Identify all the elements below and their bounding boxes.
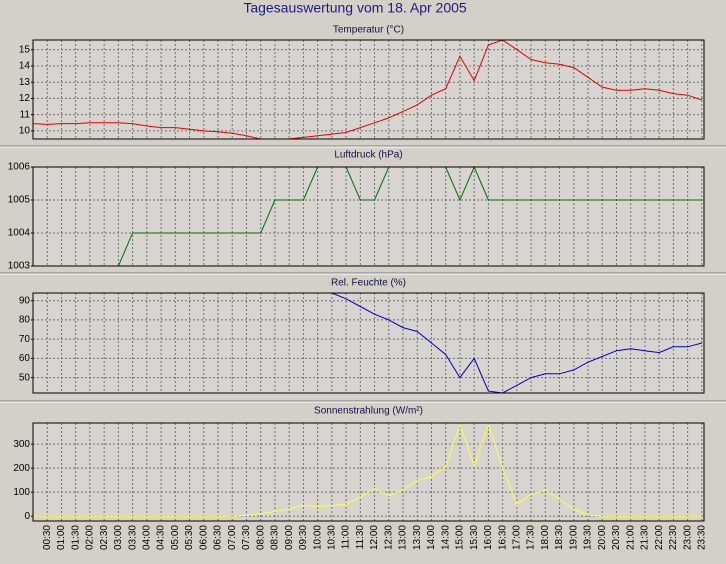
x-tick-label: 07:30: [241, 525, 252, 550]
x-tick-label: 12:00: [369, 525, 380, 550]
y-tick-label: 10: [19, 126, 31, 137]
x-tick-label: 09:00: [284, 525, 295, 550]
x-tick-label: 06:30: [213, 525, 224, 550]
y-tick-label: 80: [19, 315, 31, 326]
x-tick-label: 16:30: [497, 525, 508, 550]
x-tick-label: 03:30: [127, 525, 138, 550]
x-tick-label: 23:30: [697, 525, 708, 550]
y-tick-label: 1005: [8, 195, 31, 206]
x-tick-label: 04:00: [141, 525, 152, 550]
panel-title: Sonnenstrahlung (W/m²): [314, 406, 423, 417]
x-tick-label: 17:30: [526, 525, 537, 550]
x-tick-label: 20:30: [611, 525, 622, 550]
x-tick-label: 21:00: [625, 525, 636, 550]
x-tick-label: 19:00: [568, 525, 579, 550]
x-tick-label: 13:30: [412, 525, 423, 550]
x-tick-label: 01:00: [56, 525, 67, 550]
y-tick-label: 100: [13, 487, 30, 498]
x-tick-label: 19:30: [583, 525, 594, 550]
x-tick-label: 18:30: [554, 525, 565, 550]
y-tick-label: 1006: [8, 162, 31, 173]
y-tick-label: 60: [19, 353, 31, 364]
y-tick-label: 200: [13, 463, 30, 474]
y-tick-label: 90: [19, 295, 31, 306]
x-tick-label: 01:30: [70, 525, 81, 550]
y-tick-label: 13: [19, 77, 31, 88]
plot-frame: [32, 422, 705, 522]
x-tick-label: 22:30: [668, 525, 679, 550]
line: [33, 39, 703, 140]
y-tick-label: 12: [19, 93, 31, 104]
x-tick-label: 18:00: [540, 525, 551, 550]
x-tick-label: 13:00: [398, 525, 409, 550]
x-tick-label: 05:00: [170, 525, 181, 550]
y-tick-label: 1004: [8, 228, 31, 239]
x-tick-label: 02:00: [85, 525, 96, 550]
plot-area: [33, 167, 704, 266]
x-tick-label: 10:30: [326, 525, 337, 550]
x-tick-label: 20:00: [597, 525, 608, 550]
x-tick-label: 11:30: [355, 525, 366, 550]
y-tick-label: 0: [24, 511, 30, 522]
line: [33, 423, 702, 517]
x-tick-label: 10:00: [312, 525, 323, 550]
panel-title: Rel. Feuchte (%): [331, 278, 406, 289]
x-tick-label: 09:30: [298, 525, 309, 550]
x-tick-label: 15:30: [469, 525, 480, 550]
plot-frame: [32, 166, 705, 267]
y-tick-label: 1003: [8, 261, 31, 272]
panel-title: Temperatur (°C): [333, 25, 404, 36]
x-tick-label: 16:00: [483, 525, 494, 550]
plot-frame: [32, 292, 705, 394]
y-tick-label: 15: [19, 44, 31, 55]
y-tick-label: 70: [19, 334, 31, 345]
x-tick-label: 08:00: [255, 525, 266, 550]
plot-area: [33, 423, 704, 521]
x-tick-label: 06:00: [198, 525, 209, 550]
x-tick-label: 07:00: [227, 525, 238, 550]
plot-area: [33, 293, 704, 393]
x-tick-label: 11:00: [341, 525, 352, 550]
chart-title: Tagesauswertung vom 18. Apr 2005: [243, 0, 467, 16]
x-tick-label: 17:00: [512, 525, 523, 550]
x-tick-label: 21:30: [640, 525, 651, 550]
line: [33, 166, 702, 267]
x-tick-label: 08:30: [270, 525, 281, 550]
x-tick-label: 23:00: [682, 525, 693, 550]
x-tick-label: 04:30: [156, 525, 167, 550]
line: [331, 292, 703, 394]
plot-frame: [32, 39, 705, 140]
x-tick-label: 14:00: [426, 525, 437, 550]
x-tick-label: 22:00: [654, 525, 665, 550]
x-tick-label: 12:30: [383, 525, 394, 550]
x-tick-label: 15:00: [455, 525, 466, 550]
x-tick-label: 14:30: [440, 525, 451, 550]
y-tick-label: 14: [19, 61, 31, 72]
x-tick-label: 05:30: [184, 525, 195, 550]
x-tick-label: 00:30: [42, 525, 53, 550]
y-tick-label: 50: [19, 372, 31, 383]
plot-area: [33, 40, 704, 139]
x-tick-label: 03:00: [113, 525, 124, 550]
panel-title: Luftdruck (hPa): [334, 150, 402, 161]
y-tick-label: 11: [20, 109, 31, 120]
x-tick-label: 02:30: [99, 525, 110, 550]
y-tick-label: 300: [13, 439, 30, 450]
